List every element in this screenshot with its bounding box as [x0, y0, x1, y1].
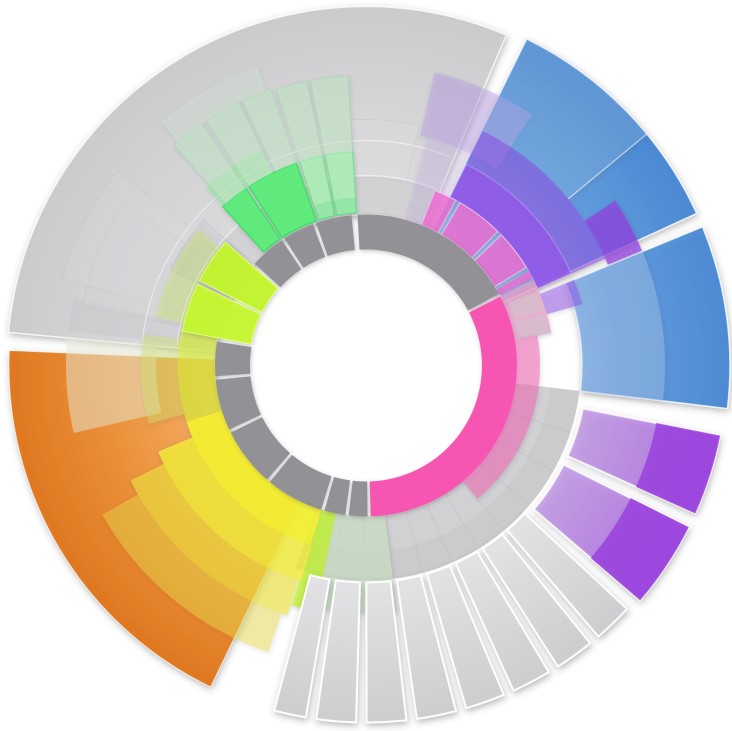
yellow-l3[interactable] [158, 437, 312, 581]
pink-wedge-l1[interactable] [369, 296, 517, 517]
chartreuse-block-2[interactable] [198, 241, 279, 313]
yellow-l4[interactable] [130, 464, 299, 616]
ring-seam [462, 481, 504, 531]
l1-gray-6[interactable] [215, 341, 252, 377]
palegreen-tall-1[interactable] [173, 123, 247, 205]
petal-gray-5[interactable] [395, 574, 457, 720]
petal-gray-8[interactable] [273, 574, 331, 719]
pinkgray-rect-1[interactable] [509, 291, 544, 320]
palegreen-tall-2[interactable] [205, 102, 274, 187]
petal-purple-2-outer[interactable] [590, 498, 689, 601]
l1-gray-3[interactable] [269, 454, 332, 510]
pinkgray-rect-2[interactable] [515, 314, 550, 339]
group-yellow-sector [102, 329, 398, 653]
ring-seam [384, 516, 394, 578]
petal-gray-7[interactable] [315, 579, 361, 724]
petal-gray-6[interactable] [365, 580, 408, 724]
mint-outer-wash[interactable] [161, 66, 267, 142]
blue-child-seam [567, 133, 648, 200]
l1-gray-4[interactable] [230, 417, 291, 480]
ring-seam [405, 511, 424, 572]
l1-gray-north[interactable] [357, 214, 499, 311]
blue-child-light[interactable] [481, 38, 647, 199]
petal-gray-2[interactable] [481, 533, 592, 668]
lavender-inner[interactable] [405, 137, 471, 231]
group-violet-sector [405, 38, 666, 401]
l1-gray-9[interactable] [316, 215, 355, 257]
chartreuse-block-1[interactable] [181, 283, 262, 345]
chartreuse-band[interactable] [291, 509, 336, 612]
petal-gray-4[interactable] [425, 564, 505, 710]
yellow-l5[interactable] [102, 494, 282, 653]
ring-seam [445, 494, 479, 548]
petal-gray-3[interactable] [454, 550, 550, 692]
petal-purple-1-outer[interactable] [635, 422, 721, 514]
yellow-l2[interactable] [186, 410, 322, 546]
group-petals [273, 407, 722, 724]
pink-l2[interactable] [463, 335, 541, 499]
blue2-inner-light[interactable] [565, 251, 666, 401]
l1-gray-2[interactable] [324, 477, 351, 516]
group-green-sector [161, 66, 357, 253]
palegreen-tall-4[interactable] [275, 81, 333, 207]
palegreen-tall-3[interactable] [242, 88, 297, 173]
violet-l4[interactable] [466, 131, 606, 274]
group-inner-ring [155, 214, 541, 517]
magenta-l2-4[interactable] [496, 270, 533, 296]
l1-gray-5[interactable] [215, 376, 261, 430]
ghost-rect-d[interactable] [159, 172, 238, 249]
violet-l3-b[interactable] [539, 279, 583, 315]
chartreuse-l3-wash[interactable] [155, 229, 221, 324]
yellowgreen-l3[interactable] [141, 334, 185, 424]
violet-l5-tip[interactable] [584, 200, 643, 265]
yellowgreen-l2[interactable] [177, 329, 222, 422]
ring-seam [426, 504, 453, 562]
l1-gray-8[interactable] [284, 224, 326, 268]
petal-gray-1[interactable] [506, 512, 629, 638]
ghost-rect-north[interactable] [350, 119, 420, 183]
l1-gray-7[interactable] [254, 240, 302, 288]
pale-wash-over-orange[interactable] [65, 336, 162, 433]
l1-gray-1[interactable] [348, 480, 368, 517]
ghost-rect-left[interactable] [67, 298, 183, 344]
palegreen-tall-5[interactable] [310, 75, 356, 202]
